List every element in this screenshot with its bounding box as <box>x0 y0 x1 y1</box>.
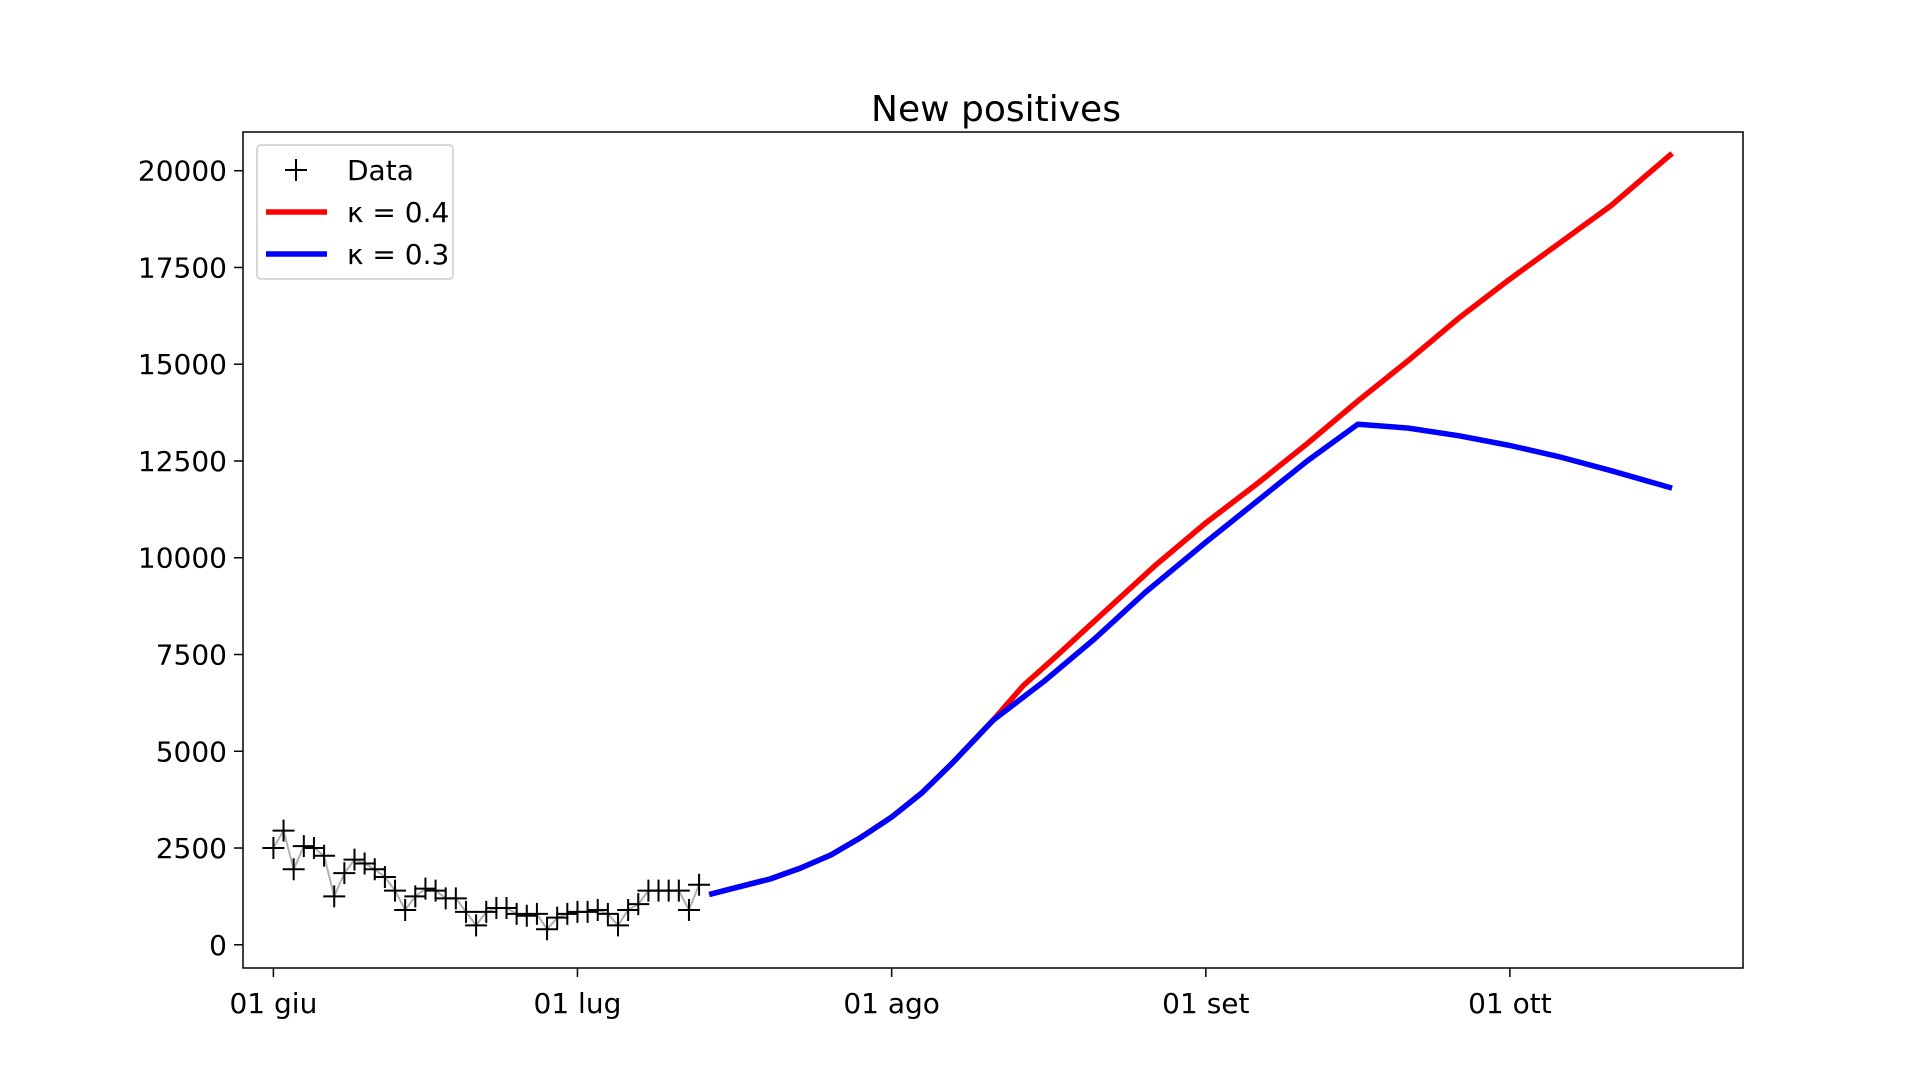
data-point-marker <box>343 848 366 871</box>
legend: Data κ = 0.4 κ = 0.3 <box>256 144 454 280</box>
plot-frame <box>242 131 1744 969</box>
data-point-marker <box>414 877 437 900</box>
legend-marker-data <box>285 159 307 181</box>
y-tick-label: 7500 <box>156 639 227 672</box>
data-point-marker <box>667 879 690 902</box>
data-point-marker <box>262 837 285 860</box>
x-tick-label: 01 ott <box>1468 987 1552 1020</box>
data-point-marker <box>617 898 640 921</box>
legend-label: κ = 0.3 <box>347 238 449 271</box>
plot-area <box>262 151 1674 941</box>
data-point-marker <box>373 866 396 889</box>
data-point-marker <box>525 902 548 925</box>
data-point-marker <box>495 897 518 920</box>
y-tick-label: 0 <box>209 929 227 962</box>
data-point-marker <box>282 858 305 881</box>
data-point-marker <box>394 898 417 921</box>
y-tick-label: 20000 <box>138 155 227 188</box>
y-tick-label: 5000 <box>156 735 227 768</box>
data-point-marker <box>536 918 559 941</box>
data-point-marker <box>272 819 295 842</box>
data-point-marker <box>444 887 467 910</box>
legend-label: κ = 0.4 <box>347 196 449 229</box>
data-point-marker <box>475 900 498 923</box>
data-point-marker <box>677 898 700 921</box>
data-point-marker <box>627 893 650 916</box>
data-point-marker <box>556 902 579 925</box>
data-point-marker <box>607 914 629 937</box>
x-tick-label: 01 giu <box>229 987 317 1020</box>
data-point-marker <box>333 862 356 885</box>
data-point-marker <box>353 852 376 875</box>
legend-label: Data <box>347 154 414 187</box>
y-tick-label: 12500 <box>138 445 227 478</box>
data-point-marker <box>384 879 407 902</box>
x-tick-label: 01 ago <box>843 987 940 1020</box>
series-line-2 <box>708 421 1673 898</box>
data-point-marker <box>596 902 619 925</box>
data-point-marker <box>454 900 477 923</box>
y-tick-label: 17500 <box>138 251 227 284</box>
legend-box <box>256 144 454 280</box>
data-point-marker <box>465 914 488 937</box>
data-point-marker <box>313 844 336 867</box>
data-point-marker <box>546 906 569 929</box>
data-point-marker <box>576 900 599 923</box>
data-point-marker <box>323 885 346 908</box>
data-point-marker <box>505 902 528 925</box>
x-tick-label: 01 set <box>1162 987 1249 1020</box>
data-point-marker <box>292 835 315 858</box>
data-point-marker <box>515 904 538 927</box>
y-tick-label: 2500 <box>156 832 227 865</box>
y-tick-label: 10000 <box>138 542 227 575</box>
x-tick-label: 01 lug <box>534 987 622 1020</box>
data-point-marker <box>688 873 711 896</box>
y-tick-label: 15000 <box>138 348 227 381</box>
axes: 0 2500 5000 7500 10000 12500 15000 17500 20000 01… <box>138 131 1744 1020</box>
chart-title: New positives <box>871 89 1121 130</box>
data-point-marker <box>586 898 609 921</box>
